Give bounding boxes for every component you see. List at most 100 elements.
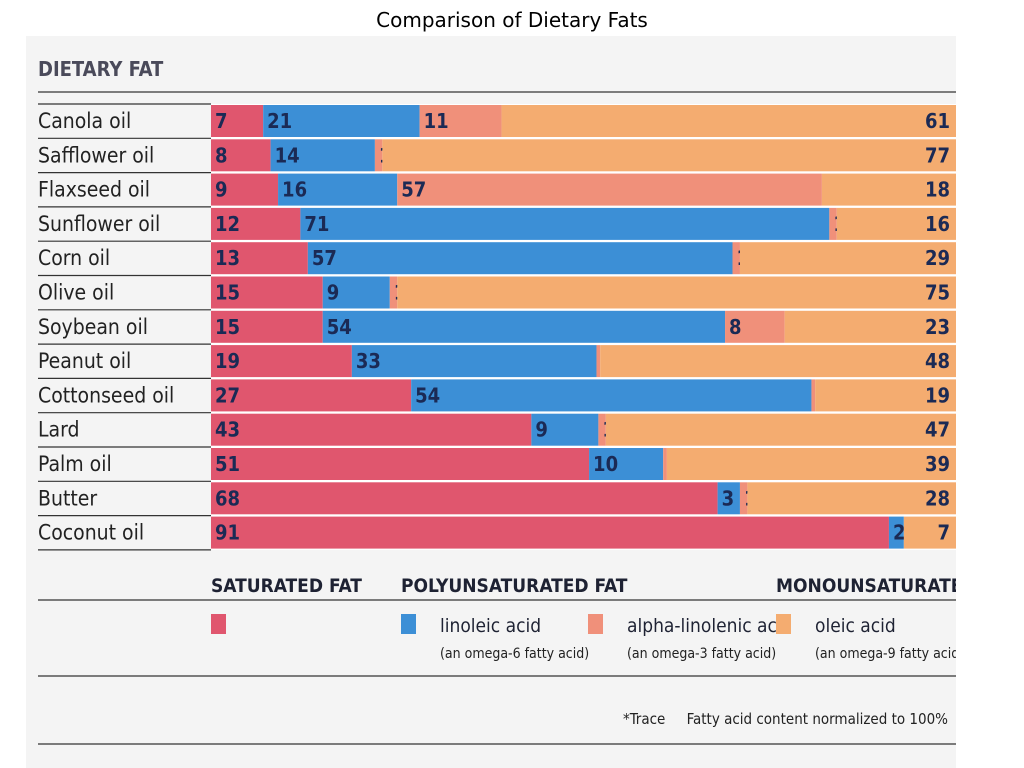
data-label-linoleic: 54 [327, 315, 352, 339]
row-label: Peanut oil [38, 349, 131, 373]
row-label: Palm oil [38, 452, 112, 476]
data-label-saturated: 19 [215, 349, 240, 373]
data-label-saturated: 8 [215, 143, 228, 167]
bar-linoleic [322, 310, 726, 343]
data-label-linoleic: 16 [282, 178, 307, 202]
legend-sublabel-linoleic: (an omega-6 fatty acid) [440, 646, 589, 662]
bar-saturated [211, 379, 412, 412]
bar-saturated [211, 139, 271, 172]
row-butter: Butter683128 [38, 482, 956, 517]
legend-label-alpha_linolenic: alpha-linolenic acid [627, 615, 793, 637]
row-label: Canola oil [38, 109, 131, 133]
data-label-oleic: 47 [925, 418, 950, 442]
bar-alpha_linolenic [829, 207, 837, 240]
bar-oleic [815, 379, 956, 412]
legend-group-saturated-fat: SATURATED FAT [211, 575, 362, 597]
bar-linoleic [263, 105, 420, 137]
bar-linoleic [351, 345, 597, 378]
normalized-note: Fatty acid content normalized to 100% [687, 710, 949, 728]
bar-linoleic [278, 173, 398, 206]
legend-sublabel-alpha_linolenic: (an omega-3 fatty acid) [627, 646, 776, 662]
data-label-linoleic: 2 [893, 521, 906, 545]
row-corn-oil: Corn oil1357129 [38, 242, 956, 277]
legend-label-linoleic: linoleic acid [440, 615, 541, 637]
data-label-oleic: 77 [925, 143, 950, 167]
row-label: Lard [38, 418, 80, 442]
data-label-oleic: 28 [925, 486, 950, 510]
data-label-linoleic: 10 [593, 452, 618, 476]
data-label-saturated: 51 [215, 452, 240, 476]
bar-alpha_linolenic [397, 173, 822, 206]
row-flaxseed-oil: Flaxseed oil 9 16 57 18 [38, 173, 956, 208]
bar-linoleic [300, 207, 830, 240]
data-label-saturated: 91 [215, 521, 240, 545]
legend-swatch-saturated [211, 614, 226, 634]
bar-linoleic [589, 448, 664, 480]
data-label-linoleic: 54 [415, 383, 440, 407]
bar-alpha_linolenic [598, 413, 606, 446]
data-label-alpha_linolenic: 11 [424, 109, 449, 133]
legend-sublabel-oleic: (an omega-9 fatty acid) [815, 646, 956, 662]
data-label-linoleic: 71 [304, 212, 329, 236]
data-label-oleic: 75 [925, 281, 950, 305]
bar-alpha_linolenic [811, 379, 816, 412]
bar-saturated [211, 310, 323, 343]
bar-linoleic [270, 139, 375, 172]
bar-oleic [382, 139, 956, 172]
bar-alpha_linolenic [732, 242, 740, 275]
bar-oleic [666, 448, 956, 480]
bar-alpha_linolenic [725, 310, 785, 343]
data-label-saturated: 27 [215, 383, 240, 407]
row-label: Safflower oil [38, 143, 154, 167]
bar-linoleic [322, 276, 390, 309]
bar-saturated [211, 207, 301, 240]
bar-oleic [501, 105, 956, 137]
legend-swatch-linoleic [401, 614, 416, 634]
bar-oleic [784, 310, 956, 343]
bar-linoleic [411, 379, 812, 412]
data-label-linoleic: 21 [267, 109, 292, 133]
data-label-oleic: 16 [925, 212, 950, 236]
bar-linoleic [717, 482, 740, 515]
data-label-saturated: 43 [215, 418, 240, 442]
row-label: Cottonseed oil [38, 383, 174, 407]
data-label-saturated: 7 [215, 109, 228, 133]
data-label-alpha_linolenic: 57 [401, 178, 426, 202]
data-label-oleic: 19 [925, 383, 950, 407]
row-label: Olive oil [38, 281, 114, 305]
bar-saturated [211, 482, 718, 515]
bar-alpha_linolenic [374, 139, 383, 172]
data-label-linoleic: 57 [312, 246, 337, 270]
data-label-oleic: 61 [925, 109, 950, 133]
bar-oleic [747, 482, 956, 515]
row-label: Sunflower oil [38, 212, 160, 236]
data-label-linoleic: 9 [535, 418, 548, 442]
bar-oleic [836, 207, 956, 240]
data-label-oleic: 29 [925, 246, 950, 270]
data-label-linoleic: 14 [275, 143, 300, 167]
row-safflower-oil: Safflower oil814177 [38, 139, 956, 174]
row-label: Butter [38, 486, 97, 510]
bar-alpha_linolenic [663, 448, 667, 480]
data-label-saturated: 12 [215, 212, 240, 236]
data-label-saturated: 13 [215, 246, 240, 270]
bar-alpha_linolenic [419, 105, 502, 137]
row-olive-oil: Olive oil159175 [38, 276, 956, 311]
bar-linoleic [307, 242, 733, 275]
row-sunflower-oil: Sunflower oil1271116 [38, 207, 956, 242]
bar-saturated [211, 516, 889, 549]
bar-oleic [739, 242, 956, 275]
bar-saturated [211, 173, 279, 206]
data-label-linoleic: 33 [356, 349, 381, 373]
bar-oleic [605, 413, 956, 446]
data-label-saturated: 15 [215, 315, 240, 339]
row-coconut-oil: Coconut oil 91 2 7 [38, 516, 956, 551]
bar-alpha_linolenic [389, 276, 398, 309]
data-label-saturated: 9 [215, 178, 228, 202]
data-label-oleic: 18 [925, 178, 950, 202]
bar-saturated [211, 448, 590, 480]
bar-linoleic [888, 516, 904, 549]
